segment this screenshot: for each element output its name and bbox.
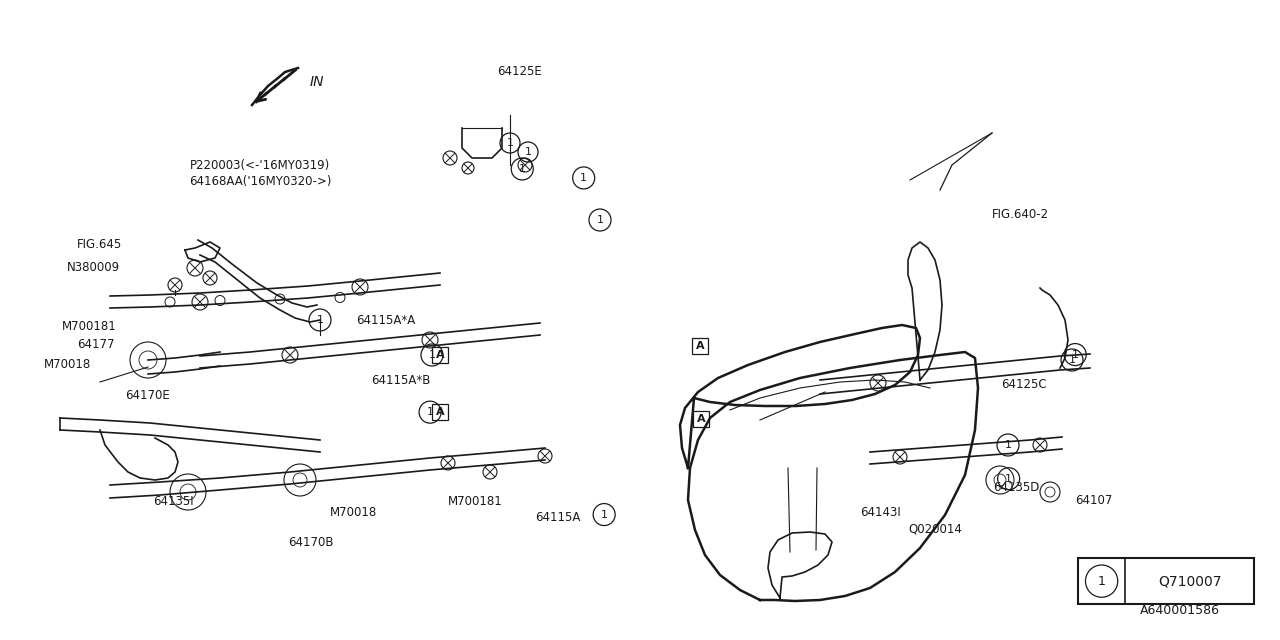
Text: 1: 1 <box>580 173 588 183</box>
Text: 64177: 64177 <box>77 338 114 351</box>
Bar <box>433 404 448 420</box>
Text: 1: 1 <box>1069 355 1075 365</box>
Text: 1: 1 <box>1005 440 1011 450</box>
Text: 1: 1 <box>507 138 513 148</box>
Text: 64115A: 64115A <box>535 511 580 524</box>
Bar <box>1078 558 1254 604</box>
Text: 1: 1 <box>1098 575 1106 588</box>
Text: M70018: M70018 <box>44 358 91 371</box>
Text: 64135I: 64135I <box>154 495 195 508</box>
Text: M700181: M700181 <box>448 495 503 508</box>
Text: FIG.640-2: FIG.640-2 <box>992 208 1050 221</box>
Text: Q710007: Q710007 <box>1158 574 1221 588</box>
Text: IN: IN <box>310 75 325 89</box>
Text: A: A <box>698 413 705 424</box>
Bar <box>692 338 708 354</box>
Text: 1: 1 <box>316 315 324 325</box>
Text: A: A <box>435 350 444 360</box>
Text: 1: 1 <box>429 350 435 360</box>
Text: Q020014: Q020014 <box>909 522 963 535</box>
Text: 64125C: 64125C <box>1001 378 1047 390</box>
Text: 64115A*B: 64115A*B <box>371 374 430 387</box>
Text: 1: 1 <box>525 147 531 157</box>
Text: 1: 1 <box>1005 474 1012 484</box>
Text: 64170E: 64170E <box>125 389 170 402</box>
Text: 1: 1 <box>518 164 526 174</box>
Bar <box>694 411 709 426</box>
Text: 64135D: 64135D <box>993 481 1039 494</box>
Text: 64115A*A: 64115A*A <box>356 314 415 326</box>
Text: A640001586: A640001586 <box>1140 604 1220 616</box>
Text: A: A <box>696 341 704 351</box>
Text: 64107: 64107 <box>1075 494 1112 507</box>
Text: 64168AA('16MY0320->): 64168AA('16MY0320->) <box>189 175 332 188</box>
Text: N380009: N380009 <box>67 261 120 274</box>
Text: M70018: M70018 <box>330 506 378 518</box>
Text: A: A <box>436 407 444 417</box>
Text: M700181: M700181 <box>61 320 116 333</box>
Text: 64125E: 64125E <box>497 65 541 78</box>
Text: 64143I: 64143I <box>860 506 901 518</box>
Text: 1: 1 <box>426 407 434 417</box>
Text: 1: 1 <box>596 215 603 225</box>
Text: P220003(<-'16MY0319): P220003(<-'16MY0319) <box>189 159 330 172</box>
Bar <box>433 347 448 363</box>
Text: 1: 1 <box>1071 349 1079 360</box>
Text: 64170B: 64170B <box>288 536 334 549</box>
Text: FIG.645: FIG.645 <box>77 238 122 251</box>
Text: 1: 1 <box>600 509 608 520</box>
